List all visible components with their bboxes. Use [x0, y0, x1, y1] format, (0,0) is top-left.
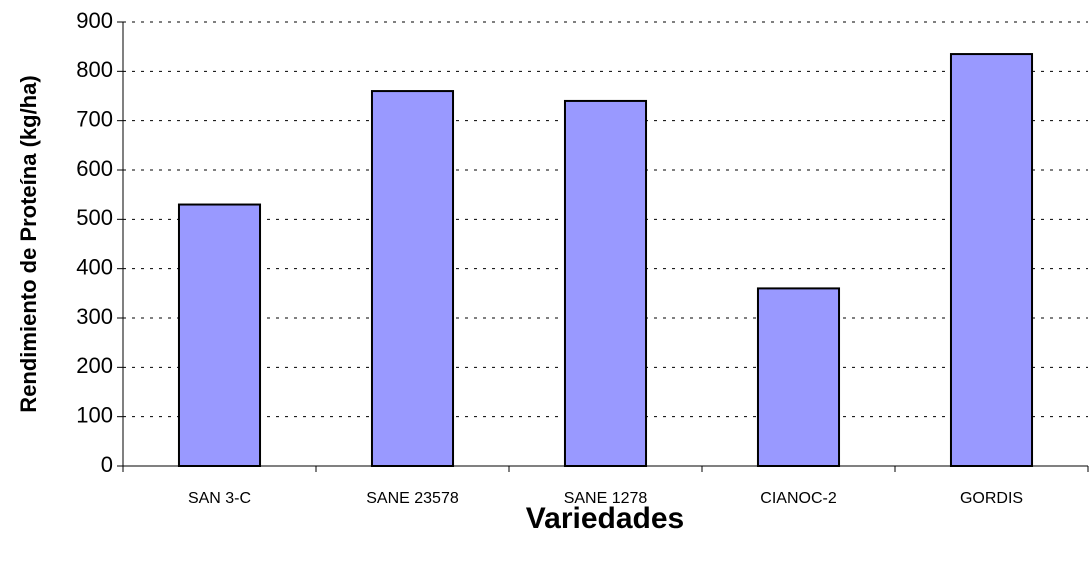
bar: [563, 99, 648, 468]
bar: [177, 203, 262, 468]
y-tick-label: 300: [76, 304, 113, 329]
y-tick-label: 100: [76, 402, 113, 427]
y-tick-label: 500: [76, 205, 113, 230]
y-tick-label: 200: [76, 353, 113, 378]
bar: [370, 90, 455, 467]
bar: [756, 287, 841, 467]
y-tick-label: 600: [76, 156, 113, 181]
x-tick-label: GORDIS: [960, 490, 1023, 507]
x-tick-label: SANE 23578: [366, 490, 459, 507]
bar: [949, 53, 1034, 467]
y-tick-label: 400: [76, 254, 113, 279]
y-tick-label: 0: [101, 452, 113, 477]
y-tick-label: 800: [76, 57, 113, 82]
y-axis-title: Rendimiento de Proteína (kg/ha): [16, 75, 41, 412]
x-axis-title: Variedades: [526, 502, 684, 535]
x-tick-label: CIANOC-2: [760, 490, 837, 507]
y-tick-label: 900: [76, 8, 113, 33]
x-tick-label: SANE 1278: [564, 490, 648, 507]
y-tick-label: 700: [76, 106, 113, 131]
x-tick-label: SAN 3-C: [188, 490, 251, 507]
